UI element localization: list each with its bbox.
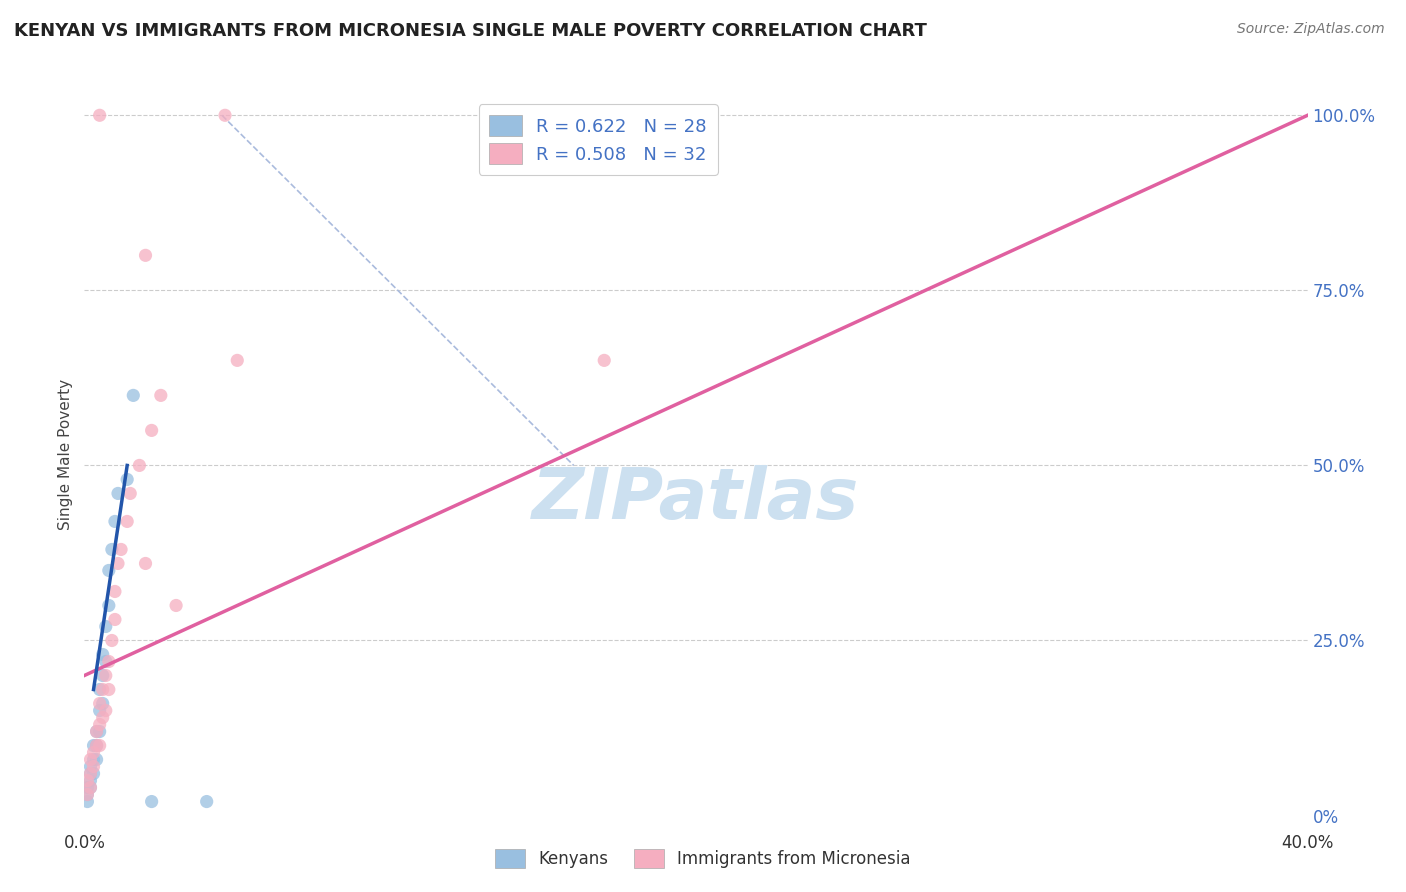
Text: Source: ZipAtlas.com: Source: ZipAtlas.com: [1237, 22, 1385, 37]
Point: [104, 612, 127, 626]
Point: [101, 633, 124, 648]
Point: [94, 668, 117, 682]
Point: [86, 724, 108, 739]
Point: [76, 773, 98, 788]
Point: [89, 739, 111, 753]
Point: [79, 780, 101, 795]
Point: [89, 697, 111, 711]
Point: [195, 795, 218, 809]
Point: [83, 766, 105, 780]
Point: [79, 766, 101, 780]
Point: [97, 655, 120, 669]
Point: [593, 353, 616, 368]
Point: [91, 682, 114, 697]
Point: [115, 472, 138, 486]
Point: [91, 697, 114, 711]
Point: [79, 752, 101, 766]
Point: [83, 746, 105, 760]
Point: [149, 388, 172, 402]
Point: [91, 648, 114, 662]
Point: [214, 108, 236, 122]
Point: [115, 515, 138, 529]
Point: [135, 557, 157, 571]
Point: [79, 780, 101, 795]
Point: [165, 599, 187, 613]
Legend: R = 0.622   N = 28, R = 0.508   N = 32: R = 0.622 N = 28, R = 0.508 N = 32: [478, 104, 717, 175]
Point: [76, 788, 98, 802]
Point: [94, 619, 117, 633]
Point: [89, 724, 111, 739]
Point: [89, 108, 111, 122]
Point: [76, 780, 98, 795]
Point: [94, 655, 117, 669]
Point: [91, 668, 114, 682]
Point: [86, 752, 108, 766]
Point: [76, 795, 98, 809]
Point: [83, 739, 105, 753]
Point: [86, 739, 108, 753]
Point: [135, 248, 157, 262]
Point: [76, 788, 98, 802]
Point: [104, 584, 127, 599]
Point: [83, 752, 105, 766]
Point: [226, 353, 249, 368]
Point: [107, 486, 129, 500]
Legend: Kenyans, Immigrants from Micronesia: Kenyans, Immigrants from Micronesia: [489, 842, 917, 875]
Point: [122, 388, 145, 402]
Text: ZIPatlas: ZIPatlas: [533, 466, 859, 534]
Text: KENYAN VS IMMIGRANTS FROM MICRONESIA SINGLE MALE POVERTY CORRELATION CHART: KENYAN VS IMMIGRANTS FROM MICRONESIA SIN…: [14, 22, 927, 40]
Point: [89, 682, 111, 697]
Point: [79, 759, 101, 773]
Point: [79, 766, 101, 780]
Point: [79, 773, 101, 788]
Point: [107, 557, 129, 571]
Point: [89, 717, 111, 731]
Point: [104, 515, 127, 529]
Point: [97, 682, 120, 697]
Point: [141, 424, 163, 438]
Point: [97, 564, 120, 578]
Point: [83, 759, 105, 773]
Point: [141, 795, 163, 809]
Y-axis label: Single Male Poverty: Single Male Poverty: [58, 379, 73, 531]
Point: [94, 704, 117, 718]
Point: [120, 486, 142, 500]
Point: [110, 542, 132, 557]
Point: [89, 704, 111, 718]
Point: [128, 458, 150, 473]
Point: [101, 542, 124, 557]
Point: [91, 710, 114, 724]
Point: [86, 724, 108, 739]
Point: [97, 599, 120, 613]
Point: [86, 739, 108, 753]
